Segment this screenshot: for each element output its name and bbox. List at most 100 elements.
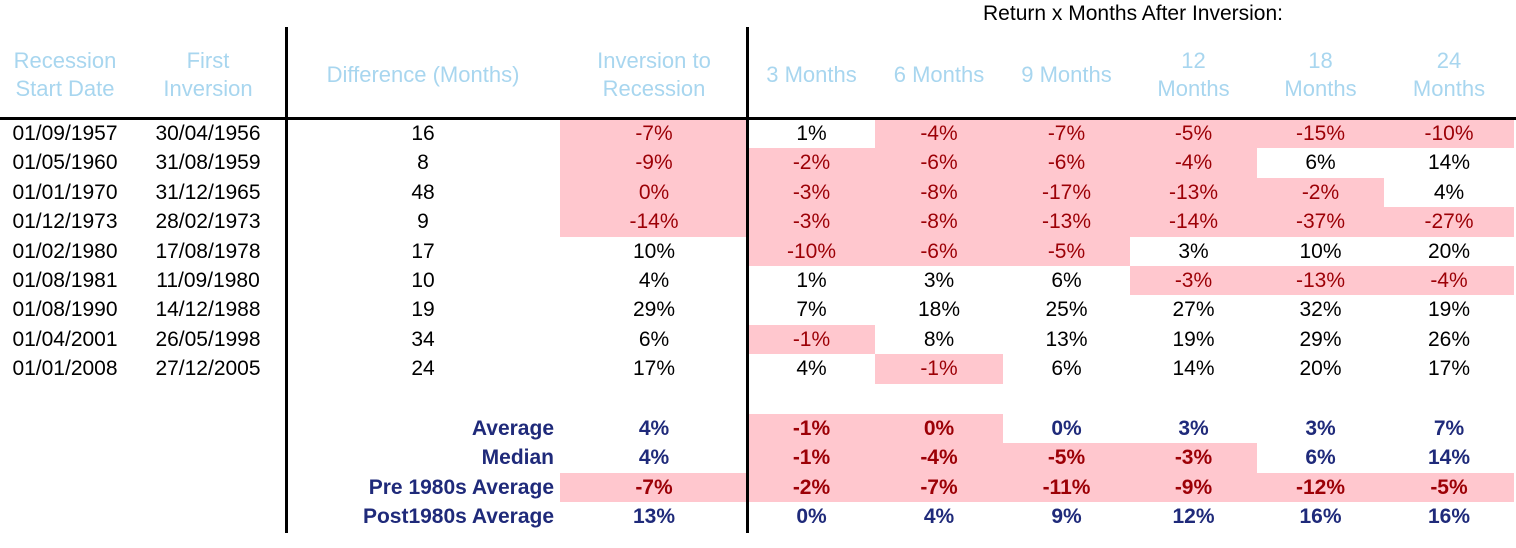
table-cell: 6% xyxy=(1305,151,1336,175)
summary-cell: 0% xyxy=(1051,417,1082,440)
table-cell: 27% xyxy=(1172,298,1215,322)
table-cell: 0% xyxy=(560,177,748,208)
table-cell: -27% xyxy=(1384,207,1514,237)
summary-cell: -7% xyxy=(560,472,748,503)
summary-cell: 16% xyxy=(1427,505,1471,529)
table-cell: 3% xyxy=(923,269,955,292)
table-cell: -13% xyxy=(1257,266,1384,296)
summary-cell: 0% xyxy=(875,414,1003,444)
summary-cell: 7% xyxy=(1433,417,1465,440)
column-header: 18 Months xyxy=(1284,48,1357,101)
table-cell: -5% xyxy=(1130,119,1257,149)
table-cell: 34 xyxy=(411,327,435,351)
table-cell: 30/04/1956 xyxy=(155,122,261,145)
table-cell: 10 xyxy=(411,269,435,292)
table-cell: -6% xyxy=(875,236,1003,266)
table-cell: -6% xyxy=(1003,148,1130,178)
table-cell: 16 xyxy=(411,122,435,145)
summary-cell: 4% xyxy=(638,446,670,470)
table-cell: -4% xyxy=(875,119,1003,149)
column-header: 3 Months xyxy=(766,62,857,87)
table-cell: 19 xyxy=(411,298,435,322)
summary-cell: 0% xyxy=(796,505,827,529)
table-cell: -10% xyxy=(748,236,875,266)
table-cell: 32% xyxy=(1299,298,1342,322)
summary-cell: 12% xyxy=(1172,505,1215,529)
table-cell: -15% xyxy=(1257,119,1384,149)
table-cell: 19% xyxy=(1427,298,1471,322)
table-cell: 01/01/2008 xyxy=(12,357,118,381)
table-cell: -7% xyxy=(560,119,748,149)
table-cell: -37% xyxy=(1257,207,1384,237)
table-cell: 29% xyxy=(1299,327,1342,351)
table-cell: 01/05/1960 xyxy=(12,151,118,175)
summary-label: Pre 1980s Average xyxy=(368,475,554,499)
summary-label: Median xyxy=(481,446,554,470)
table-cell: -1% xyxy=(748,324,875,355)
table-cell: 01/02/1980 xyxy=(12,239,118,263)
summary-label: Post1980s Average xyxy=(362,505,554,529)
vertical-divider-left xyxy=(285,27,288,533)
table-cell: 28/02/1973 xyxy=(155,210,261,234)
table-cell: 8% xyxy=(923,327,955,351)
table-cell: 1% xyxy=(796,269,827,292)
summary-cell: 4% xyxy=(638,417,670,440)
table-cell: 01/09/1957 xyxy=(12,122,118,145)
summary-cell: -1% xyxy=(748,443,875,473)
table-cell: -7% xyxy=(1003,119,1130,149)
table-cell: 26/05/1998 xyxy=(155,327,261,351)
table-cell: 27/12/2005 xyxy=(155,357,261,381)
column-header: Inversion to Recession xyxy=(597,48,711,101)
summary-cell: 16% xyxy=(1299,505,1342,529)
summary-cell: -5% xyxy=(1003,443,1130,473)
summary-cell: 3% xyxy=(1178,417,1209,440)
table-cell: 17/08/1978 xyxy=(155,239,261,263)
table-cell: 18% xyxy=(917,298,961,322)
column-header: 9 Months xyxy=(1021,62,1112,87)
column-header: 12 Months xyxy=(1157,48,1230,101)
table-cell: 10% xyxy=(632,239,676,263)
table-cell: 29% xyxy=(632,298,676,322)
column-header: 6 Months xyxy=(893,62,985,87)
table-cell: 7% xyxy=(796,298,827,322)
table-cell: 01/08/1981 xyxy=(12,269,118,292)
table-cell: -3% xyxy=(1130,266,1257,296)
table-cell: 01/04/2001 xyxy=(12,327,118,351)
table-cell: -3% xyxy=(748,177,875,208)
table-cell: 6% xyxy=(638,327,670,351)
table-cell: 9 xyxy=(417,210,429,234)
table-cell: 3% xyxy=(1178,239,1209,263)
table-cell: 01/08/1990 xyxy=(12,298,118,322)
super-header: Return x Months After Inversion: xyxy=(983,2,1283,25)
table-cell: -5% xyxy=(1003,236,1130,266)
table-cell: 26% xyxy=(1427,327,1471,351)
table-cell: -13% xyxy=(1130,177,1257,208)
table-cell: -9% xyxy=(560,148,748,178)
summary-cell: -12% xyxy=(1257,472,1384,503)
column-header: Recession Start Date xyxy=(13,48,117,101)
summary-cell: 14% xyxy=(1427,446,1471,470)
table-cell: 17 xyxy=(411,239,435,263)
table-cell: -17% xyxy=(1003,177,1130,208)
table-cell: -14% xyxy=(560,207,748,237)
column-header: 24 Months xyxy=(1412,48,1486,101)
table-cell: 13% xyxy=(1045,327,1088,351)
table-cell: -4% xyxy=(1130,148,1257,178)
table-cell: -6% xyxy=(875,148,1003,178)
table-cell: 31/12/1965 xyxy=(155,180,261,204)
table-cell: 48 xyxy=(411,180,435,204)
table-cell: -13% xyxy=(1003,207,1130,237)
table-cell: 1% xyxy=(796,122,827,145)
table-cell: 14/12/1988 xyxy=(155,298,261,322)
table-cell: 19% xyxy=(1172,327,1215,351)
summary-cell: -2% xyxy=(748,472,875,503)
header-underline xyxy=(0,117,1516,120)
column-header: First Inversion xyxy=(163,48,253,101)
column-header: Difference (Months) xyxy=(326,62,520,87)
table-cell: -10% xyxy=(1384,119,1514,149)
table-cell: -8% xyxy=(875,207,1003,237)
table-cell: 20% xyxy=(1299,357,1342,381)
summary-cell: -9% xyxy=(1130,472,1257,503)
table-cell: -2% xyxy=(1257,177,1384,208)
summary-cell: 13% xyxy=(632,505,676,529)
